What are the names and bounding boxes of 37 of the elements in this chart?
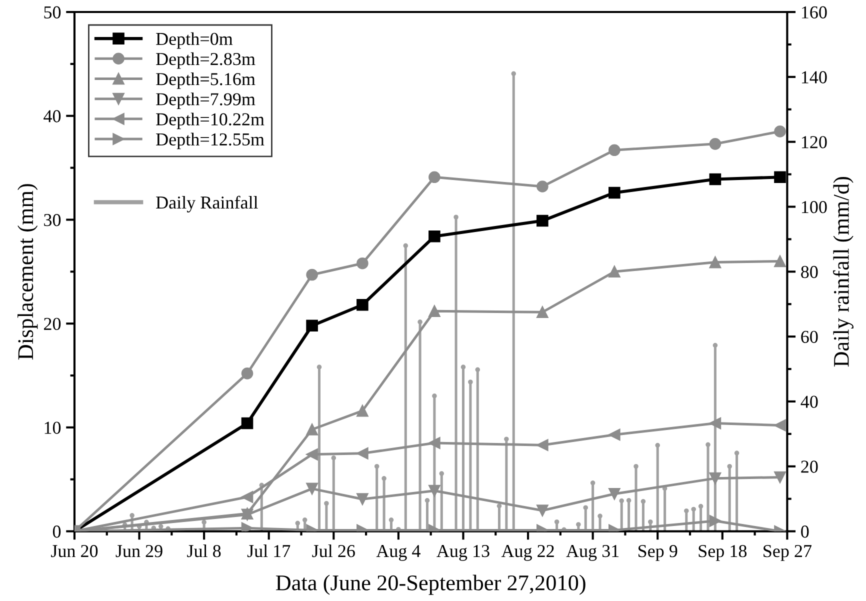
y2-axis-title: Daily rainfall (mm/d) [833, 176, 854, 367]
y2-tick-label: 140 [802, 71, 827, 84]
x-tick-label: Sep 27 [764, 545, 812, 561]
y-tick-label: 10 [44, 422, 61, 434]
y-tick-label: 40 [44, 110, 61, 122]
legend-label: Depth=0m [156, 32, 233, 49]
x-tick-label: Jul 17 [247, 544, 290, 558]
y-axis-title: Displacement (mm) [18, 184, 38, 360]
x-tick-label: Aug 13 [436, 545, 490, 561]
x-tick-label: Jul 26 [312, 544, 355, 558]
legend-label: Daily Rainfall [156, 196, 258, 212]
x-tick-label: Aug 4 [376, 545, 420, 561]
y2-tick-label: 100 [802, 201, 827, 214]
y-tick-label: 0 [52, 526, 61, 538]
y-tick-label: 20 [44, 318, 61, 330]
y2-tick-label: 120 [802, 136, 827, 148]
legend-label: Depth=7.99m [156, 92, 256, 109]
y-tick-label: 50 [44, 6, 61, 18]
x-tick-label: Aug 22 [501, 545, 554, 561]
x-tick-label: Jul 8 [187, 544, 221, 558]
y2-tick-label: 40 [800, 396, 818, 408]
y2-tick-label: 0 [801, 526, 809, 538]
x-tick-label: Aug 31 [566, 545, 619, 561]
y2-tick-label: 80 [801, 266, 818, 278]
x-tick-label: Sep 18 [698, 545, 747, 561]
y2-tick-label: 20 [801, 460, 818, 473]
y-tick-label: 30 [44, 214, 61, 226]
x-tick-label: Sep 9 [638, 545, 678, 561]
x-axis-title: Data (June 20-September 27,2010) [276, 574, 586, 595]
y2-tick-label: 160 [802, 6, 827, 18]
y2-tick-label: 60 [801, 330, 818, 343]
legend-label: Depth=10.22m [156, 112, 264, 130]
x-tick-label: Jun 20 [51, 545, 98, 558]
legend-label: Depth=5.16m [156, 72, 256, 89]
x-tick-label: Jun 29 [116, 545, 162, 558]
legend-label: Depth=12.55m [156, 132, 264, 150]
legend-label: Depth=2.83m [156, 52, 256, 69]
